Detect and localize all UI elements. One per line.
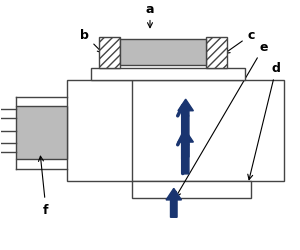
Text: f: f xyxy=(38,156,49,216)
Bar xyxy=(16,107,67,160)
FancyArrow shape xyxy=(166,188,182,218)
FancyArrow shape xyxy=(178,131,194,174)
Text: a: a xyxy=(146,3,154,29)
Bar xyxy=(206,37,227,68)
Text: d: d xyxy=(248,62,281,180)
Text: b: b xyxy=(80,29,103,54)
Bar xyxy=(91,68,245,80)
Bar xyxy=(120,40,206,66)
Bar xyxy=(100,37,120,68)
Bar xyxy=(132,182,251,198)
FancyArrow shape xyxy=(178,100,194,158)
Text: c: c xyxy=(225,29,255,54)
Text: e: e xyxy=(176,40,268,197)
Bar xyxy=(67,80,284,182)
